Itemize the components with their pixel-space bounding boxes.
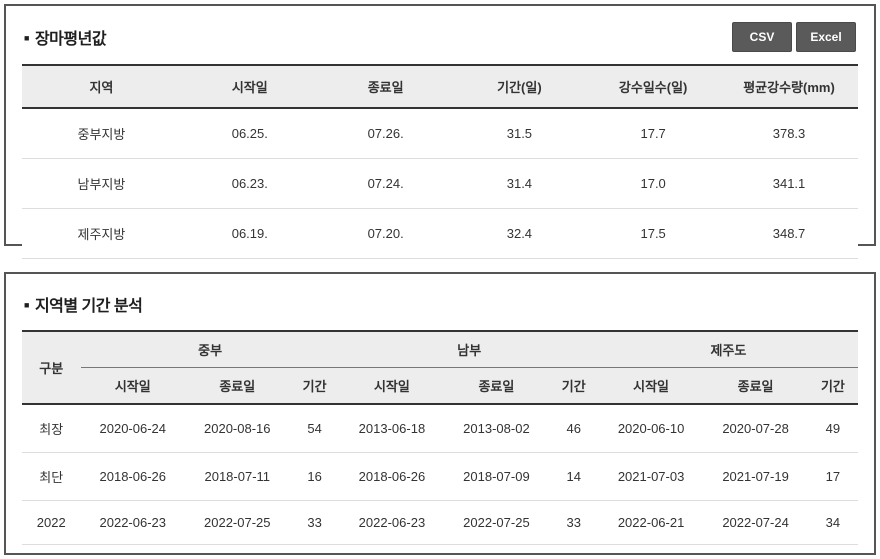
table-row: 최장 2020-06-24 2020-08-16 54 2013-06-18 2… [22, 404, 858, 453]
period-cell: 34 [807, 500, 858, 545]
column-header-category: 구분 [22, 331, 81, 405]
end-date-cell: 07.20. [318, 208, 453, 259]
export-button-group: CSV Excel [732, 22, 856, 52]
start-date-cell: 2020-06-24 [80, 404, 186, 453]
regional-period-analysis-panel: ■ 지역별 기간 분석 구분 중부 남부 제주도 시작일 종료일 [4, 272, 876, 555]
panel1-title-text: 장마평년값 [34, 31, 107, 48]
csv-export-button[interactable]: CSV [732, 22, 792, 52]
table-row: 중부지방 06.25. 07.26. 31.5 17.7 378.3 [22, 108, 858, 159]
precipitation-cell: 378.3 [720, 108, 858, 159]
period-cell: 32.4 [452, 208, 587, 259]
region-cell: 제주지방 [22, 208, 181, 259]
square-bullet-icon: ■ [24, 33, 29, 43]
end-date-cell: 2022-07-25 [444, 500, 549, 545]
table-row: 2022 2022-06-23 2022-07-25 33 2022-06-23… [22, 500, 858, 545]
table-header-row: 지역 시작일 종료일 기간(일) 강수일수(일) 평균강수량(mm) [22, 65, 858, 109]
start-date-cell: 06.25. [180, 108, 319, 159]
page-title: ■ 지역별 기간 분석 [24, 292, 143, 316]
end-date-cell: 2013-08-02 [444, 404, 549, 453]
column-header-end-date: 종료일 [185, 367, 290, 405]
region-cell: 남부지방 [22, 158, 181, 209]
table-row: 최단 2018-06-26 2018-07-11 16 2018-06-26 2… [22, 452, 858, 501]
group-header-central: 중부 [80, 331, 340, 368]
column-header-start-date: 시작일 [180, 65, 319, 109]
column-header-start-date: 시작일 [80, 367, 186, 405]
group-header-south: 남부 [339, 331, 599, 368]
group-header-row: 구분 중부 남부 제주도 [22, 331, 858, 405]
start-date-cell: 2021-07-03 [598, 452, 704, 501]
column-header-avg-precipitation: 평균강수량(mm) [720, 65, 858, 109]
start-date-cell: 06.19. [180, 208, 319, 259]
column-header-region: 지역 [22, 65, 181, 109]
regional-period-table: 구분 중부 남부 제주도 시작일 종료일 기간 시작일 종료일 기간 시작일 종… [22, 330, 858, 545]
panel-header: ■ 지역별 기간 분석 [24, 290, 856, 318]
end-date-cell: 2021-07-19 [703, 452, 808, 501]
end-date-cell: 07.26. [318, 108, 453, 159]
period-cell: 54 [289, 404, 340, 453]
column-header-end-date: 종료일 [444, 367, 549, 405]
category-cell: 2022 [22, 500, 81, 545]
rainy-days-cell: 17.7 [586, 108, 721, 159]
column-header-period-days: 기간(일) [452, 65, 587, 109]
sub-header-row: 시작일 종료일 기간 시작일 종료일 기간 시작일 종료일 기간 [22, 367, 858, 405]
column-header-start-date: 시작일 [339, 367, 445, 405]
column-header-rainy-days: 강수일수(일) [586, 65, 721, 109]
start-date-cell: 2020-06-10 [598, 404, 704, 453]
end-date-cell: 2018-07-11 [185, 452, 290, 501]
end-date-cell: 2022-07-24 [703, 500, 808, 545]
rainy-days-cell: 17.5 [586, 208, 721, 259]
period-cell: 33 [289, 500, 340, 545]
end-date-cell: 2018-07-09 [444, 452, 549, 501]
start-date-cell: 2022-06-23 [80, 500, 186, 545]
period-cell: 14 [548, 452, 599, 501]
period-cell: 46 [548, 404, 599, 453]
period-cell: 16 [289, 452, 340, 501]
category-cell: 최장 [22, 404, 81, 453]
category-cell: 최단 [22, 452, 81, 501]
column-header-period: 기간 [548, 367, 599, 405]
column-header-end-date: 종료일 [318, 65, 453, 109]
column-header-start-date: 시작일 [598, 367, 704, 405]
column-header-period: 기간 [807, 367, 858, 405]
panel-header: ■ 장마평년값 CSV Excel [24, 22, 856, 52]
table-row: 제주지방 06.19. 07.20. 32.4 17.5 348.7 [22, 208, 858, 259]
region-cell: 중부지방 [22, 108, 181, 159]
start-date-cell: 2018-06-26 [339, 452, 445, 501]
column-header-period: 기간 [289, 367, 340, 405]
group-header-jeju: 제주도 [598, 331, 858, 368]
table-row: 남부지방 06.23. 07.24. 31.4 17.0 341.1 [22, 158, 858, 209]
monsoon-normals-table: 지역 시작일 종료일 기간(일) 강수일수(일) 평균강수량(mm) 중부지방 … [22, 64, 858, 259]
start-date-cell: 2022-06-21 [598, 500, 704, 545]
precipitation-cell: 348.7 [720, 208, 858, 259]
end-date-cell: 2020-08-16 [185, 404, 290, 453]
period-cell: 31.5 [452, 108, 587, 159]
start-date-cell: 06.23. [180, 158, 319, 209]
end-date-cell: 2022-07-25 [185, 500, 290, 545]
start-date-cell: 2022-06-23 [339, 500, 445, 545]
start-date-cell: 2018-06-26 [80, 452, 186, 501]
precipitation-cell: 341.1 [720, 158, 858, 209]
end-date-cell: 07.24. [318, 158, 453, 209]
period-cell: 49 [807, 404, 858, 453]
rainy-days-cell: 17.0 [586, 158, 721, 209]
period-cell: 33 [548, 500, 599, 545]
excel-export-button[interactable]: Excel [796, 22, 856, 52]
period-cell: 17 [807, 452, 858, 501]
page-title: ■ 장마평년값 [24, 25, 107, 49]
square-bullet-icon: ■ [24, 300, 29, 310]
end-date-cell: 2020-07-28 [703, 404, 808, 453]
monsoon-normals-panel: ■ 장마평년값 CSV Excel 지역 시작일 종료일 기간(일) 강수일수(일… [4, 4, 876, 259]
start-date-cell: 2013-06-18 [339, 404, 445, 453]
column-header-end-date: 종료일 [703, 367, 808, 405]
period-cell: 31.4 [452, 158, 587, 209]
panel2-title-text: 지역별 기간 분석 [34, 298, 143, 315]
